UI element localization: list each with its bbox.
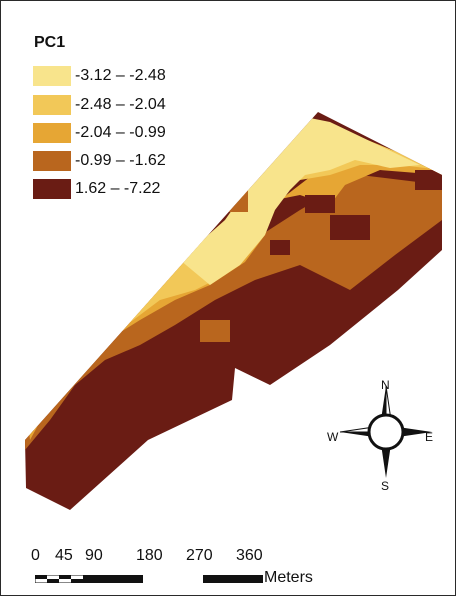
scale-tick-label: 90	[85, 547, 103, 565]
scale-tick-label: 0	[31, 547, 40, 565]
scale-tick-label: 45	[55, 547, 73, 565]
legend-swatch	[33, 179, 71, 199]
compass-east-label: E	[425, 430, 433, 444]
scale-unit-label: Meters	[264, 569, 313, 587]
compass-west-label: W	[327, 430, 338, 444]
legend-swatch	[33, 151, 71, 171]
scale-tick-label: 360	[236, 547, 263, 565]
legend-swatch	[33, 123, 71, 143]
scale-bar	[35, 575, 263, 583]
legend-title: PC1	[34, 34, 65, 52]
compass-rose-icon	[338, 384, 434, 480]
compass-north-label: N	[381, 378, 390, 392]
legend-label: 1.62 – -7.22	[75, 180, 160, 198]
scale-tick-label: 180	[136, 547, 163, 565]
legend-label: -0.99 – -1.62	[75, 152, 166, 170]
legend-label: -2.48 – -2.04	[75, 96, 166, 114]
legend-swatch	[33, 66, 71, 86]
legend-label: -2.04 – -0.99	[75, 124, 166, 142]
legend-label: -3.12 – -2.48	[75, 67, 166, 85]
compass-south-label: S	[381, 479, 389, 493]
legend-swatch	[33, 95, 71, 115]
scale-tick-label: 270	[186, 547, 213, 565]
